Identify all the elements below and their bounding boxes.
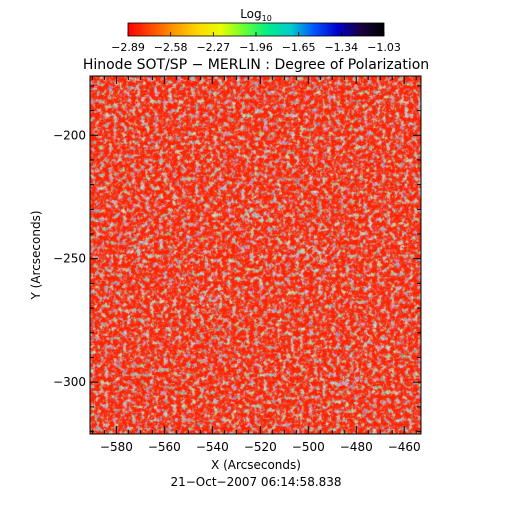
colorbar-label: Log10: [240, 7, 272, 23]
timestamp: 21−Oct−2007 06:14:58.838: [170, 475, 341, 489]
x-tick-label: −580: [100, 440, 133, 454]
x-axis: −580 −560 −540 −520 −500 −480 −460: [91, 76, 421, 454]
colorbar-tick-label: −1.34: [324, 41, 358, 54]
feature-patches: [118, 201, 367, 396]
colorbar: Log10 −2.89 −2.58 −2.27 −1.96 −1.65 −1.34 −1.0…: [111, 7, 401, 54]
feature-core: [126, 238, 155, 255]
colorbar-ticks: −2.89 −2.58 −2.27 −1.96 −1.65 −1.34 −1.03: [111, 32, 401, 54]
y-axis-label: Y (Arcseconds): [29, 210, 43, 300]
heatmap-image: [90, 76, 421, 434]
x-axis-label: X (Arcseconds): [211, 458, 301, 472]
colorbar-tick-label: −1.03: [367, 41, 401, 54]
colorbar-label-base: Log: [240, 7, 261, 21]
chart-title: Hinode SOT/SP − MERLIN : Degree of Polar…: [83, 57, 429, 73]
y-axis: −300 −250 −200: [53, 85, 421, 433]
x-tick-label: −460: [388, 440, 421, 454]
colorbar-tick-label: −1.96: [239, 41, 273, 54]
y-tick-label: −200: [53, 128, 86, 142]
colorbar-label-subscript: 10: [262, 14, 272, 23]
y-tick-label: −300: [53, 375, 86, 389]
colorbar-tick-label: −2.58: [154, 41, 188, 54]
colorbar-tick-label: −1.65: [282, 41, 316, 54]
plot-frame: [89, 75, 422, 435]
x-tick-label: −520: [244, 440, 277, 454]
x-tick-label: −500: [292, 440, 325, 454]
colorbar-tick-label: −2.89: [111, 41, 145, 54]
feature-core: [241, 206, 270, 223]
colorbar-tick-label: −2.27: [196, 41, 230, 54]
feature-core: [294, 245, 323, 262]
x-tick-label: −540: [196, 440, 229, 454]
y-tick-label: −250: [53, 252, 86, 266]
x-tick-label: −480: [340, 440, 373, 454]
feature-core: [198, 292, 227, 309]
x-tick-label: −560: [148, 440, 181, 454]
feature-core: [330, 374, 359, 391]
